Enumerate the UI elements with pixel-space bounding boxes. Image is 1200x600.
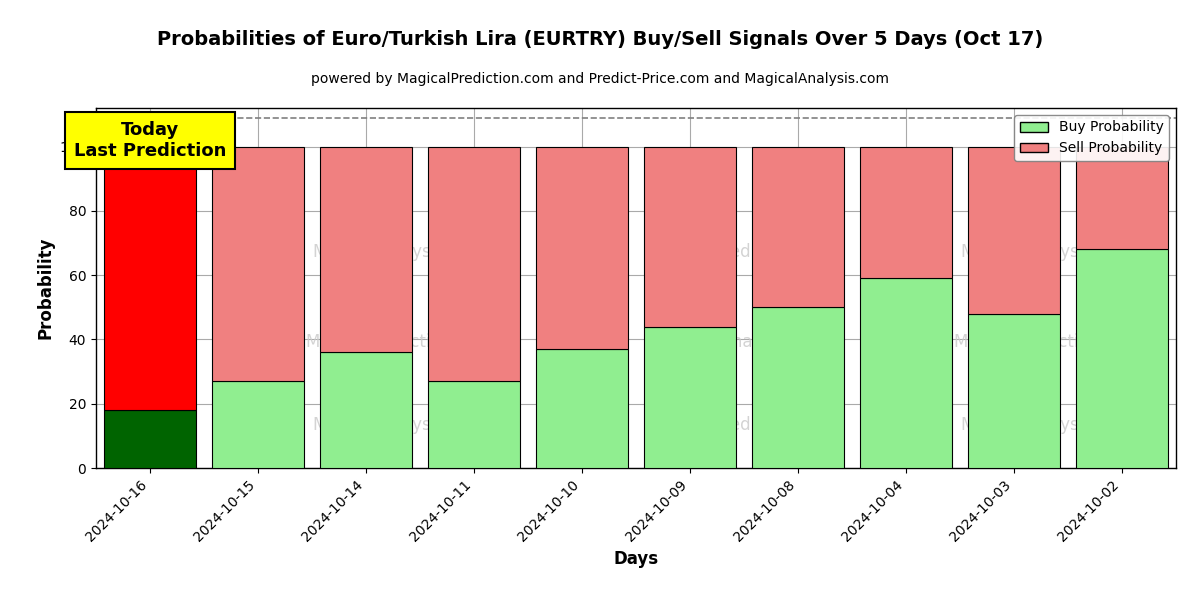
Bar [1076, 146, 1168, 250]
Text: Today
Last Prediction: Today Last Prediction [74, 121, 226, 160]
Bar [104, 146, 196, 410]
Bar [968, 146, 1060, 314]
Bar [104, 410, 196, 468]
Bar [320, 146, 412, 352]
Bar [320, 352, 412, 468]
Bar [968, 314, 1060, 468]
Bar [644, 326, 736, 468]
Bar [536, 349, 628, 468]
X-axis label: Days: Days [613, 550, 659, 568]
Text: Probabilities of Euro/Turkish Lira (EURTRY) Buy/Sell Signals Over 5 Days (Oct 17: Probabilities of Euro/Turkish Lira (EURT… [157, 30, 1043, 49]
Text: MagicalPrediction.com: MagicalPrediction.com [650, 243, 838, 261]
Bar [752, 307, 844, 468]
Bar [1076, 250, 1168, 468]
Text: MagicalAnalysis.com: MagicalAnalysis.com [312, 416, 485, 434]
Y-axis label: Probability: Probability [36, 237, 54, 339]
Legend: Buy Probability, Sell Probability: Buy Probability, Sell Probability [1014, 115, 1169, 161]
Bar [752, 146, 844, 307]
Bar [428, 381, 520, 468]
Text: MagicalAnalysis.com: MagicalAnalysis.com [312, 243, 485, 261]
Text: MagicalAnalysis.com: MagicalAnalysis.com [960, 243, 1133, 261]
Bar [860, 278, 952, 468]
Text: MagicalAnalysis.com: MagicalAnalysis.com [658, 333, 830, 351]
Text: MagicalPrediction.com: MagicalPrediction.com [650, 416, 838, 434]
Text: MagicalAnalysis.com: MagicalAnalysis.com [960, 416, 1133, 434]
Text: MagicalPrediction.com: MagicalPrediction.com [953, 333, 1140, 351]
Bar [536, 146, 628, 349]
Text: powered by MagicalPrediction.com and Predict-Price.com and MagicalAnalysis.com: powered by MagicalPrediction.com and Pre… [311, 72, 889, 86]
Bar [212, 381, 304, 468]
Bar [428, 146, 520, 381]
Bar [860, 146, 952, 278]
Bar [212, 146, 304, 381]
Bar [644, 146, 736, 326]
Text: MagicalPrediction.com: MagicalPrediction.com [305, 333, 492, 351]
